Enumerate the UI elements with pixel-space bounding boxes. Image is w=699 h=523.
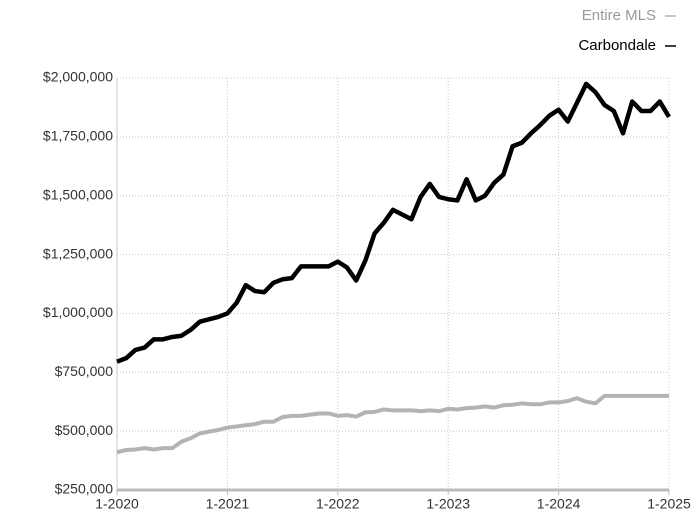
y-tick-label: $500,000	[55, 422, 114, 438]
y-tick-label: $750,000	[55, 363, 114, 379]
series-line	[116, 81, 671, 364]
y-tick-label: $1,250,000	[43, 245, 113, 261]
legend-label: Entire MLS	[582, 7, 656, 24]
series-line	[116, 393, 669, 455]
x-tick-label: 1-2021	[206, 496, 250, 512]
y-tick-label: $1,500,000	[43, 186, 113, 202]
x-tick-label: 1-2022	[316, 496, 360, 512]
y-tick-label: $2,000,000	[43, 69, 113, 85]
y-tick-label: $1,000,000	[43, 304, 113, 320]
x-tick-label: 1-2025	[647, 496, 691, 512]
y-tick-label: $1,750,000	[43, 128, 113, 144]
x-tick-label: 1-2020	[95, 496, 139, 512]
x-tick-label: 1-2024	[537, 496, 581, 512]
y-tick-label: $250,000	[55, 481, 114, 497]
x-tick-label: 1-2023	[426, 496, 470, 512]
legend-label: Carbondale	[578, 37, 656, 54]
